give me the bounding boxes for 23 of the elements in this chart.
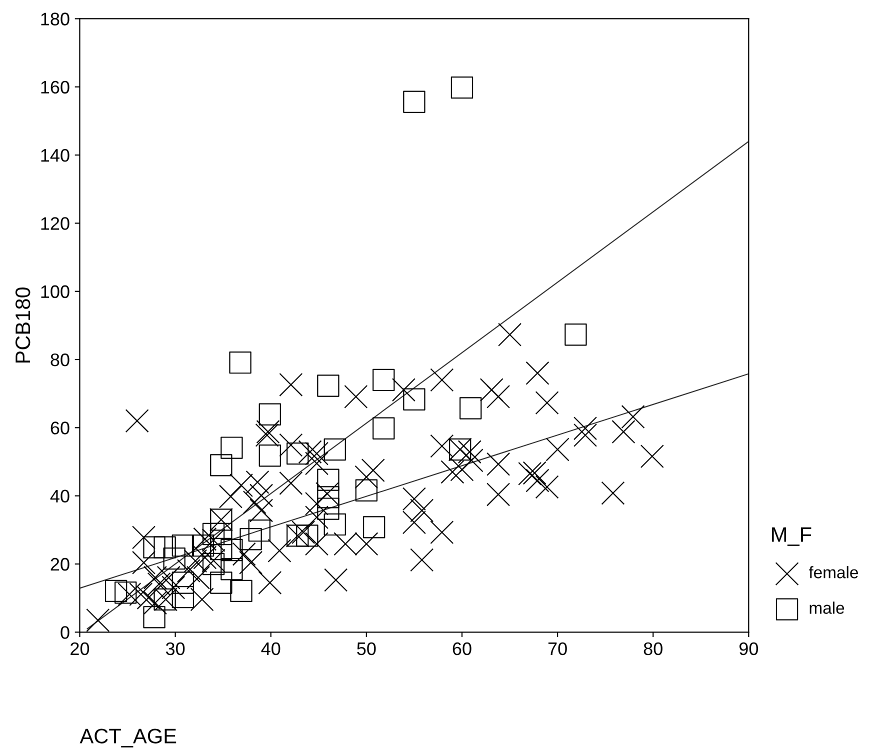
legend-label: female [808,566,858,578]
y-tick-label: 160 [41,80,70,94]
x-tick-label: 80 [644,642,662,656]
x-tick-label: 60 [452,642,472,656]
legend-label: male [810,602,844,614]
y-tick-label: 20 [50,558,70,571]
x-tick-label: 90 [739,642,758,656]
y-tick-label: 40 [50,490,70,503]
x-tick-label: 50 [357,642,376,656]
y-tick-label: 120 [41,217,70,230]
x-tick-label: 70 [548,642,567,656]
x-tick-label: 40 [261,642,280,656]
x-tick-label: 20 [70,642,90,656]
y-tick-label: 60 [50,422,70,434]
legend-title: M_F [772,527,812,546]
y-tick-label: 100 [41,285,70,298]
x-axis-title: ACT_AGE [80,728,176,748]
y-tick-label: 80 [50,353,70,366]
x-tick-label: 30 [166,642,185,656]
y-tick-label: 140 [41,148,70,162]
y-tick-label: 180 [41,12,70,26]
y-tick-label: 0 [60,626,70,639]
y-axis-title: PCB180 [15,287,30,363]
